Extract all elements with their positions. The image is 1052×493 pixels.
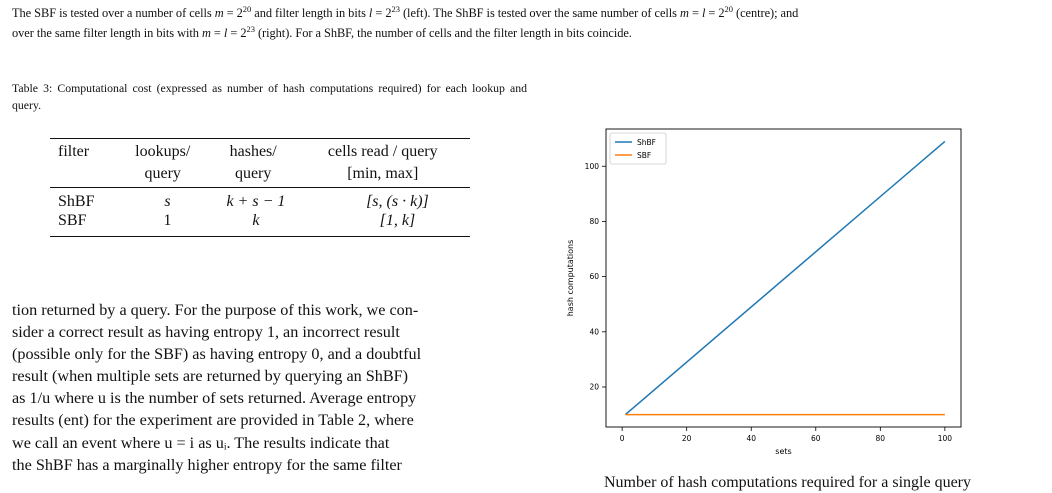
y-tick-label: 40	[589, 327, 599, 336]
legend-label: SBF	[637, 151, 651, 160]
figure-caption-top: The SBF is tested over a number of cells…	[12, 1, 1048, 41]
body-line: we call an event where u = i as uᵢ. The …	[12, 433, 390, 452]
series-line-shbf	[624, 140, 946, 416]
chart-svg: 0 20 40 60 80 100 20 40 60 80 100 sets hash computat…	[566, 128, 962, 456]
cell-cells-read: [1, k]	[379, 212, 416, 229]
x-tick-label: 20	[682, 434, 692, 443]
header-cells-read-2: [min, max]	[347, 165, 419, 182]
body-line: sider a correct result as having entropy…	[12, 323, 400, 342]
figure-caption-bottom: Number of hash computations required for…	[604, 474, 972, 491]
y-tick-label: 80	[589, 217, 599, 226]
cell-lookups: s	[164, 193, 171, 210]
header-lookups-2: query	[144, 165, 181, 182]
cell-filter: ShBF	[58, 193, 95, 210]
table-top-rule	[50, 138, 470, 139]
body-line: results (ent) for the experiment are pro…	[12, 411, 414, 430]
body-line: the ShBF has a marginally higher entropy…	[12, 455, 402, 474]
x-tick-label: 100	[938, 434, 953, 443]
header-hashes-2: query	[234, 165, 272, 182]
header-lookups: lookups/	[135, 143, 191, 160]
hash-computation-chart: 0 20 40 60 80 100 20 40 60 80 100 sets hash computat…	[556, 120, 1016, 460]
body-line: result (when multiple sets are returned …	[12, 367, 409, 386]
body-line: tion returned by a query. For the purpos…	[12, 301, 419, 319]
body-line: (possible only for the SBF) as having en…	[12, 345, 422, 364]
body-paragraph: tion returned by a query. For the purpos…	[12, 299, 532, 476]
cell-hashes: k + s − 1	[226, 193, 286, 210]
y-tick-label: 20	[589, 383, 599, 392]
cell-cells-read: [s, (s · k)]	[366, 193, 429, 210]
cell-filter: SBF	[58, 212, 87, 229]
cost-table: filter lookups/ hashes/ cells read / que…	[50, 138, 470, 237]
y-axis-label: hash computations	[566, 240, 575, 317]
body-line: as 1/u where u is the number of sets ret…	[12, 389, 417, 408]
header-hashes: hashes/	[229, 143, 277, 160]
x-axis-label: sets	[775, 447, 791, 456]
x-tick-label: 80	[876, 434, 886, 443]
legend-box	[609, 132, 667, 165]
legend-label: ShBF	[637, 138, 656, 147]
header-filter-2	[50, 161, 115, 187]
y-tick-label: 100	[585, 162, 600, 171]
cell-hashes: k	[252, 212, 260, 229]
header-filter: filter	[58, 143, 90, 160]
x-tick-label: 40	[746, 434, 756, 443]
x-tick-label: 0	[620, 434, 625, 443]
cell-lookups: 1	[163, 212, 172, 229]
table-row: SBF 1 k [1, k]	[50, 211, 470, 236]
table-caption: Table 3: Computational cost (expressed a…	[12, 81, 527, 112]
caption-line-1: The SBF is tested over a number of cells…	[12, 4, 799, 21]
plot-frame	[605, 128, 962, 428]
caption-line-2: over the same filter length in bits with…	[12, 24, 632, 41]
header-cells-read: cells read / query	[327, 143, 438, 160]
x-tick-label: 60	[811, 434, 821, 443]
table-row: ShBF s k + s − 1 [s, (s · k)]	[50, 188, 470, 211]
y-tick-label: 60	[589, 272, 599, 281]
table-bottom-rule	[50, 236, 470, 237]
table-mid-rule	[50, 187, 470, 188]
